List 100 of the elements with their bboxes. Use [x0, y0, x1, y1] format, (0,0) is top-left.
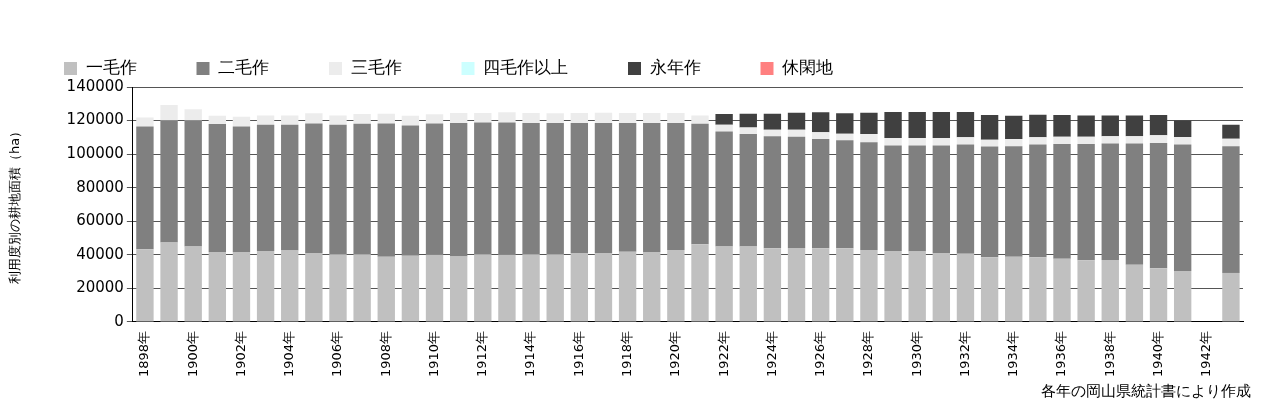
bar [667, 113, 685, 123]
bar [932, 138, 951, 146]
bar [208, 124, 227, 253]
bar [980, 115, 999, 140]
bar [305, 113, 323, 124]
bar [1053, 115, 1071, 137]
bar [908, 138, 926, 146]
bar [449, 113, 468, 123]
x-tick-label: 1938年 [1101, 330, 1117, 378]
bar [184, 109, 202, 121]
bar [1077, 260, 1095, 322]
bar [884, 145, 902, 252]
bar [1222, 146, 1240, 273]
x-tick-label: 1908年 [377, 330, 393, 378]
bar [643, 122, 661, 253]
x-tick-label: 1918年 [618, 330, 634, 378]
bar [1149, 268, 1168, 322]
bar [691, 123, 709, 245]
y-axis-title: 利用度別の耕地面積（ha） [7, 124, 23, 285]
bar [691, 115, 709, 124]
bar [811, 139, 830, 249]
bar [1029, 144, 1047, 258]
bar [1077, 136, 1095, 144]
y-tick-label: 0 [114, 311, 124, 330]
bar [1101, 143, 1119, 260]
bar [522, 113, 540, 123]
bar [401, 125, 420, 256]
bar [449, 256, 468, 322]
bar [1149, 135, 1168, 143]
bar [884, 112, 902, 139]
bar [160, 120, 178, 243]
bar [1149, 142, 1168, 269]
legend-label: 四毛作以上 [483, 56, 568, 77]
bar [1125, 136, 1144, 144]
bar [1077, 143, 1095, 261]
x-tick-label: 1930年 [908, 330, 924, 378]
bar [787, 136, 806, 248]
bar [425, 114, 444, 124]
bar [305, 253, 323, 322]
bar [594, 122, 613, 254]
bar [956, 137, 975, 145]
x-tick-label: 1906年 [329, 330, 345, 378]
bar [329, 115, 347, 125]
bar [1125, 264, 1144, 322]
bar [401, 255, 420, 322]
bar [643, 252, 661, 322]
y-tick-label: 100000 [66, 144, 124, 163]
x-tick-label: 1902年 [232, 330, 248, 378]
bar [281, 124, 299, 251]
bar [884, 251, 902, 322]
bar [594, 253, 613, 322]
x-tick-label: 1920年 [667, 330, 683, 378]
legend-label: 二毛作 [218, 56, 269, 77]
bar [1173, 137, 1192, 145]
bar [1005, 115, 1023, 140]
bar [667, 249, 685, 322]
bar [449, 122, 468, 257]
bar [1029, 257, 1047, 322]
bar [256, 251, 275, 322]
bar [329, 254, 347, 322]
y-tick-label: 80000 [76, 177, 124, 196]
bar [836, 113, 854, 134]
bar [860, 112, 878, 134]
bar [1005, 146, 1023, 257]
bar [232, 126, 251, 253]
bar [932, 253, 951, 322]
x-tick-label: 1942年 [1198, 330, 1214, 378]
bar [763, 136, 782, 249]
bar [281, 250, 299, 322]
bar [739, 127, 757, 134]
bar [1053, 258, 1071, 322]
bar [643, 113, 661, 123]
bar [1222, 272, 1240, 322]
x-tick-label: 1912年 [474, 330, 490, 378]
bar [1077, 115, 1095, 137]
bar [353, 114, 371, 124]
bar [353, 254, 371, 322]
bar [811, 248, 830, 322]
x-tick-label: 1928年 [860, 330, 876, 378]
bar [256, 115, 275, 125]
x-tick-label: 1898年 [136, 330, 152, 378]
bar [787, 247, 806, 322]
x-tick-label: 1914年 [522, 330, 538, 378]
y-tick-label: 20000 [76, 278, 124, 297]
bar [932, 112, 951, 139]
y-tick-label: 140000 [66, 76, 124, 95]
bar [860, 249, 878, 322]
text: 各年の岡山県統計書により作成 [1041, 382, 1251, 401]
bar [305, 123, 323, 254]
bar [522, 254, 540, 322]
x-tick-label: 1904年 [281, 330, 297, 378]
legend-label: 休閑地 [782, 56, 833, 77]
bar [498, 112, 516, 123]
x-tick-label: 1910年 [425, 330, 441, 378]
bar [1125, 143, 1144, 265]
bar [474, 122, 492, 255]
bar [811, 132, 830, 140]
bar [136, 249, 154, 322]
bar [208, 115, 227, 125]
x-tick-label: 1922年 [715, 330, 731, 378]
